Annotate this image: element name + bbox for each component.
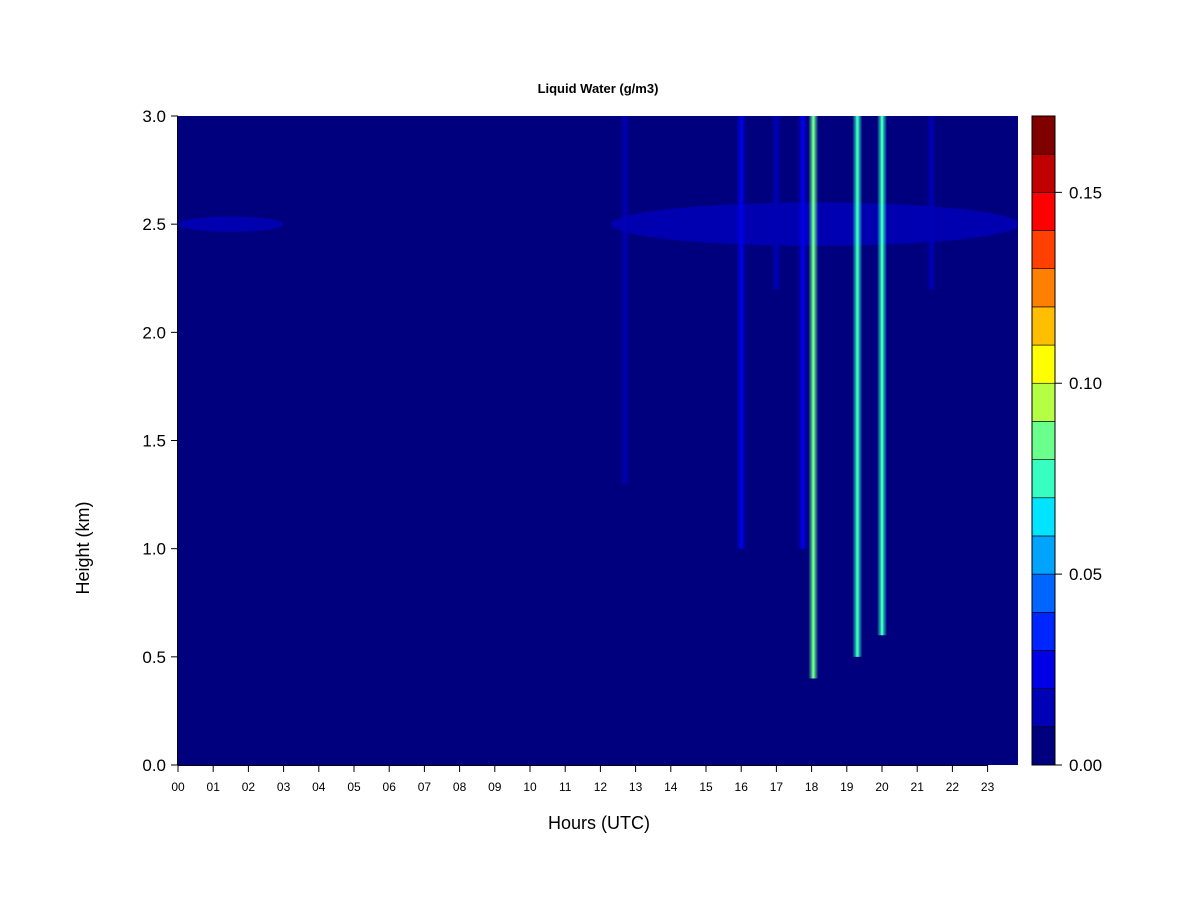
x-tick-label: 04 [312, 780, 326, 794]
y-tick-label: 1.5 [142, 432, 166, 451]
x-tick-label: 13 [629, 780, 643, 794]
x-tick-label: 02 [242, 780, 256, 794]
precip-column-core [624, 116, 627, 484]
colorbar-tick-label: 0.15 [1069, 183, 1102, 202]
x-tick-label: 05 [347, 780, 361, 794]
x-tick-label: 22 [946, 780, 960, 794]
x-tick-label: 00 [171, 780, 185, 794]
x-axis-title: Hours (UTC) [548, 813, 650, 833]
y-tick-label: 1.0 [142, 540, 166, 559]
y-tick-label: 2.5 [142, 215, 166, 234]
x-tick-label: 18 [805, 780, 819, 794]
x-tick-label: 19 [840, 780, 854, 794]
colorbar-segment [1031, 421, 1056, 460]
x-tick-label: 14 [664, 780, 678, 794]
colorbar-tick-label: 0.10 [1069, 374, 1102, 393]
y-tick-label: 3.0 [142, 107, 166, 126]
x-tick-label: 17 [770, 780, 784, 794]
colorbar-segment [1031, 230, 1056, 270]
x-tick-label: 10 [523, 780, 537, 794]
colorbar-segment [1031, 115, 1056, 155]
x-tick-label: 15 [699, 780, 713, 794]
x-tick-label: 08 [453, 780, 467, 794]
colorbar-frame [1031, 115, 1056, 766]
colorbar-tick-label: 0.00 [1069, 756, 1102, 775]
colorbar-segment [1031, 611, 1056, 651]
colorbar-segment [1031, 382, 1056, 422]
precip-column-core [881, 116, 883, 636]
cloud-layer [178, 216, 284, 232]
x-tick-label: 21 [911, 780, 925, 794]
colorbar-segment [1031, 573, 1056, 613]
colorbar-segment [1031, 306, 1056, 346]
precip-column-core [812, 116, 815, 679]
precip-column-core [930, 116, 933, 290]
chart-title: Liquid Water (g/m3) [538, 81, 659, 96]
colorbar-segment [1031, 726, 1056, 766]
precip-column-core [775, 116, 778, 290]
x-axis: 00 01 02 03 04 05 06 07 08 09 10 11 12 13 14 15 16 17 18 19… [171, 765, 995, 794]
colorbar-tick-label: 0.05 [1069, 565, 1102, 584]
x-tick-label: 01 [207, 780, 221, 794]
colorbar-segment [1031, 192, 1056, 231]
precip-column-core [856, 116, 859, 657]
y-tick-label: 0.5 [142, 648, 166, 667]
x-tick-label: 07 [418, 780, 432, 794]
colorbar-segment [1031, 688, 1056, 728]
x-tick-label: 20 [875, 780, 889, 794]
y-tick-label: 2.0 [142, 323, 166, 342]
colorbar-segment [1031, 497, 1056, 537]
colorbar-segment [1031, 153, 1056, 193]
y-axis-title: Height (km) [73, 501, 93, 594]
x-tick-label: 06 [383, 780, 397, 794]
precip-column-core [801, 116, 804, 549]
colorbar-segment [1031, 344, 1056, 384]
colorbar-segment [1031, 459, 1056, 499]
y-axis: 0.0 0.5 1.0 1.5 2.0 2.5 3.0 [142, 107, 178, 775]
x-tick-label: 11 [559, 780, 572, 794]
y-tick-label: 0.0 [142, 756, 166, 775]
x-tick-label: 09 [488, 780, 502, 794]
precip-column-core [740, 116, 743, 549]
x-tick-label: 12 [594, 780, 608, 794]
x-tick-label: 16 [735, 780, 749, 794]
colorbar: 0.00 0.05 0.10 0.15 [1031, 115, 1102, 775]
colorbar-segment [1031, 650, 1056, 689]
colorbar-segment [1031, 535, 1056, 575]
colorbar-segment [1031, 268, 1056, 308]
plot-area [178, 116, 1018, 765]
x-tick-label: 03 [277, 780, 291, 794]
x-tick-label: 23 [981, 780, 995, 794]
